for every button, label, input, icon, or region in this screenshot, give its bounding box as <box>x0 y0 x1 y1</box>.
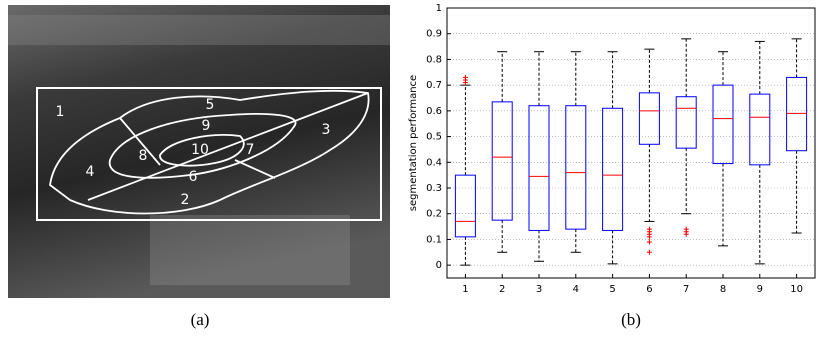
caption: (a) <box>191 310 210 329</box>
y-tick-label: 0.8 <box>426 54 442 65</box>
x-tick-label: 2 <box>499 284 505 295</box>
x-tick-label: 10 <box>790 284 803 295</box>
region-label: 4 <box>86 164 95 180</box>
y-tick-label: 0.1 <box>426 234 442 245</box>
y-tick-label: 0.2 <box>426 209 442 220</box>
x-tick-label: 5 <box>609 284 615 295</box>
x-tick-label: 6 <box>646 284 652 295</box>
region-label: 2 <box>181 192 190 208</box>
region-label: 1 <box>56 104 65 120</box>
image-texture <box>150 215 350 285</box>
image-texture <box>8 15 390 45</box>
y-tick-label: 0.5 <box>426 132 442 143</box>
region-label: 6 <box>189 169 198 185</box>
x-tick-label: 8 <box>720 284 726 295</box>
region-label: 5 <box>206 97 215 113</box>
x-tick-label: 7 <box>683 284 689 295</box>
x-tick-label: 1 <box>462 284 468 295</box>
y-tick-label: 0.4 <box>426 157 442 168</box>
figure: (a) (b) segmentation performance 1 2 3 4 5 6 7… <box>0 0 817 338</box>
region-label: 9 <box>202 118 211 134</box>
x-tick-label: 3 <box>536 284 542 295</box>
y-tick-label: 0.7 <box>426 80 442 91</box>
region-label: 10 <box>191 142 209 158</box>
x-tick-label: 9 <box>757 284 763 295</box>
y-axis-label: segmentation performance <box>408 75 419 211</box>
y-tick-label: 0 <box>436 260 442 271</box>
x-tick-label: 4 <box>573 284 579 295</box>
caption: (b) <box>621 310 641 329</box>
y-tick-label: 1 <box>436 3 442 14</box>
region-label: 3 <box>322 122 331 138</box>
y-tick-label: 0.6 <box>426 106 442 117</box>
y-tick-label: 0.9 <box>426 29 442 40</box>
region-label: 7 <box>246 142 255 158</box>
y-tick-label: 0.3 <box>426 183 442 194</box>
region-label: 8 <box>139 148 148 164</box>
